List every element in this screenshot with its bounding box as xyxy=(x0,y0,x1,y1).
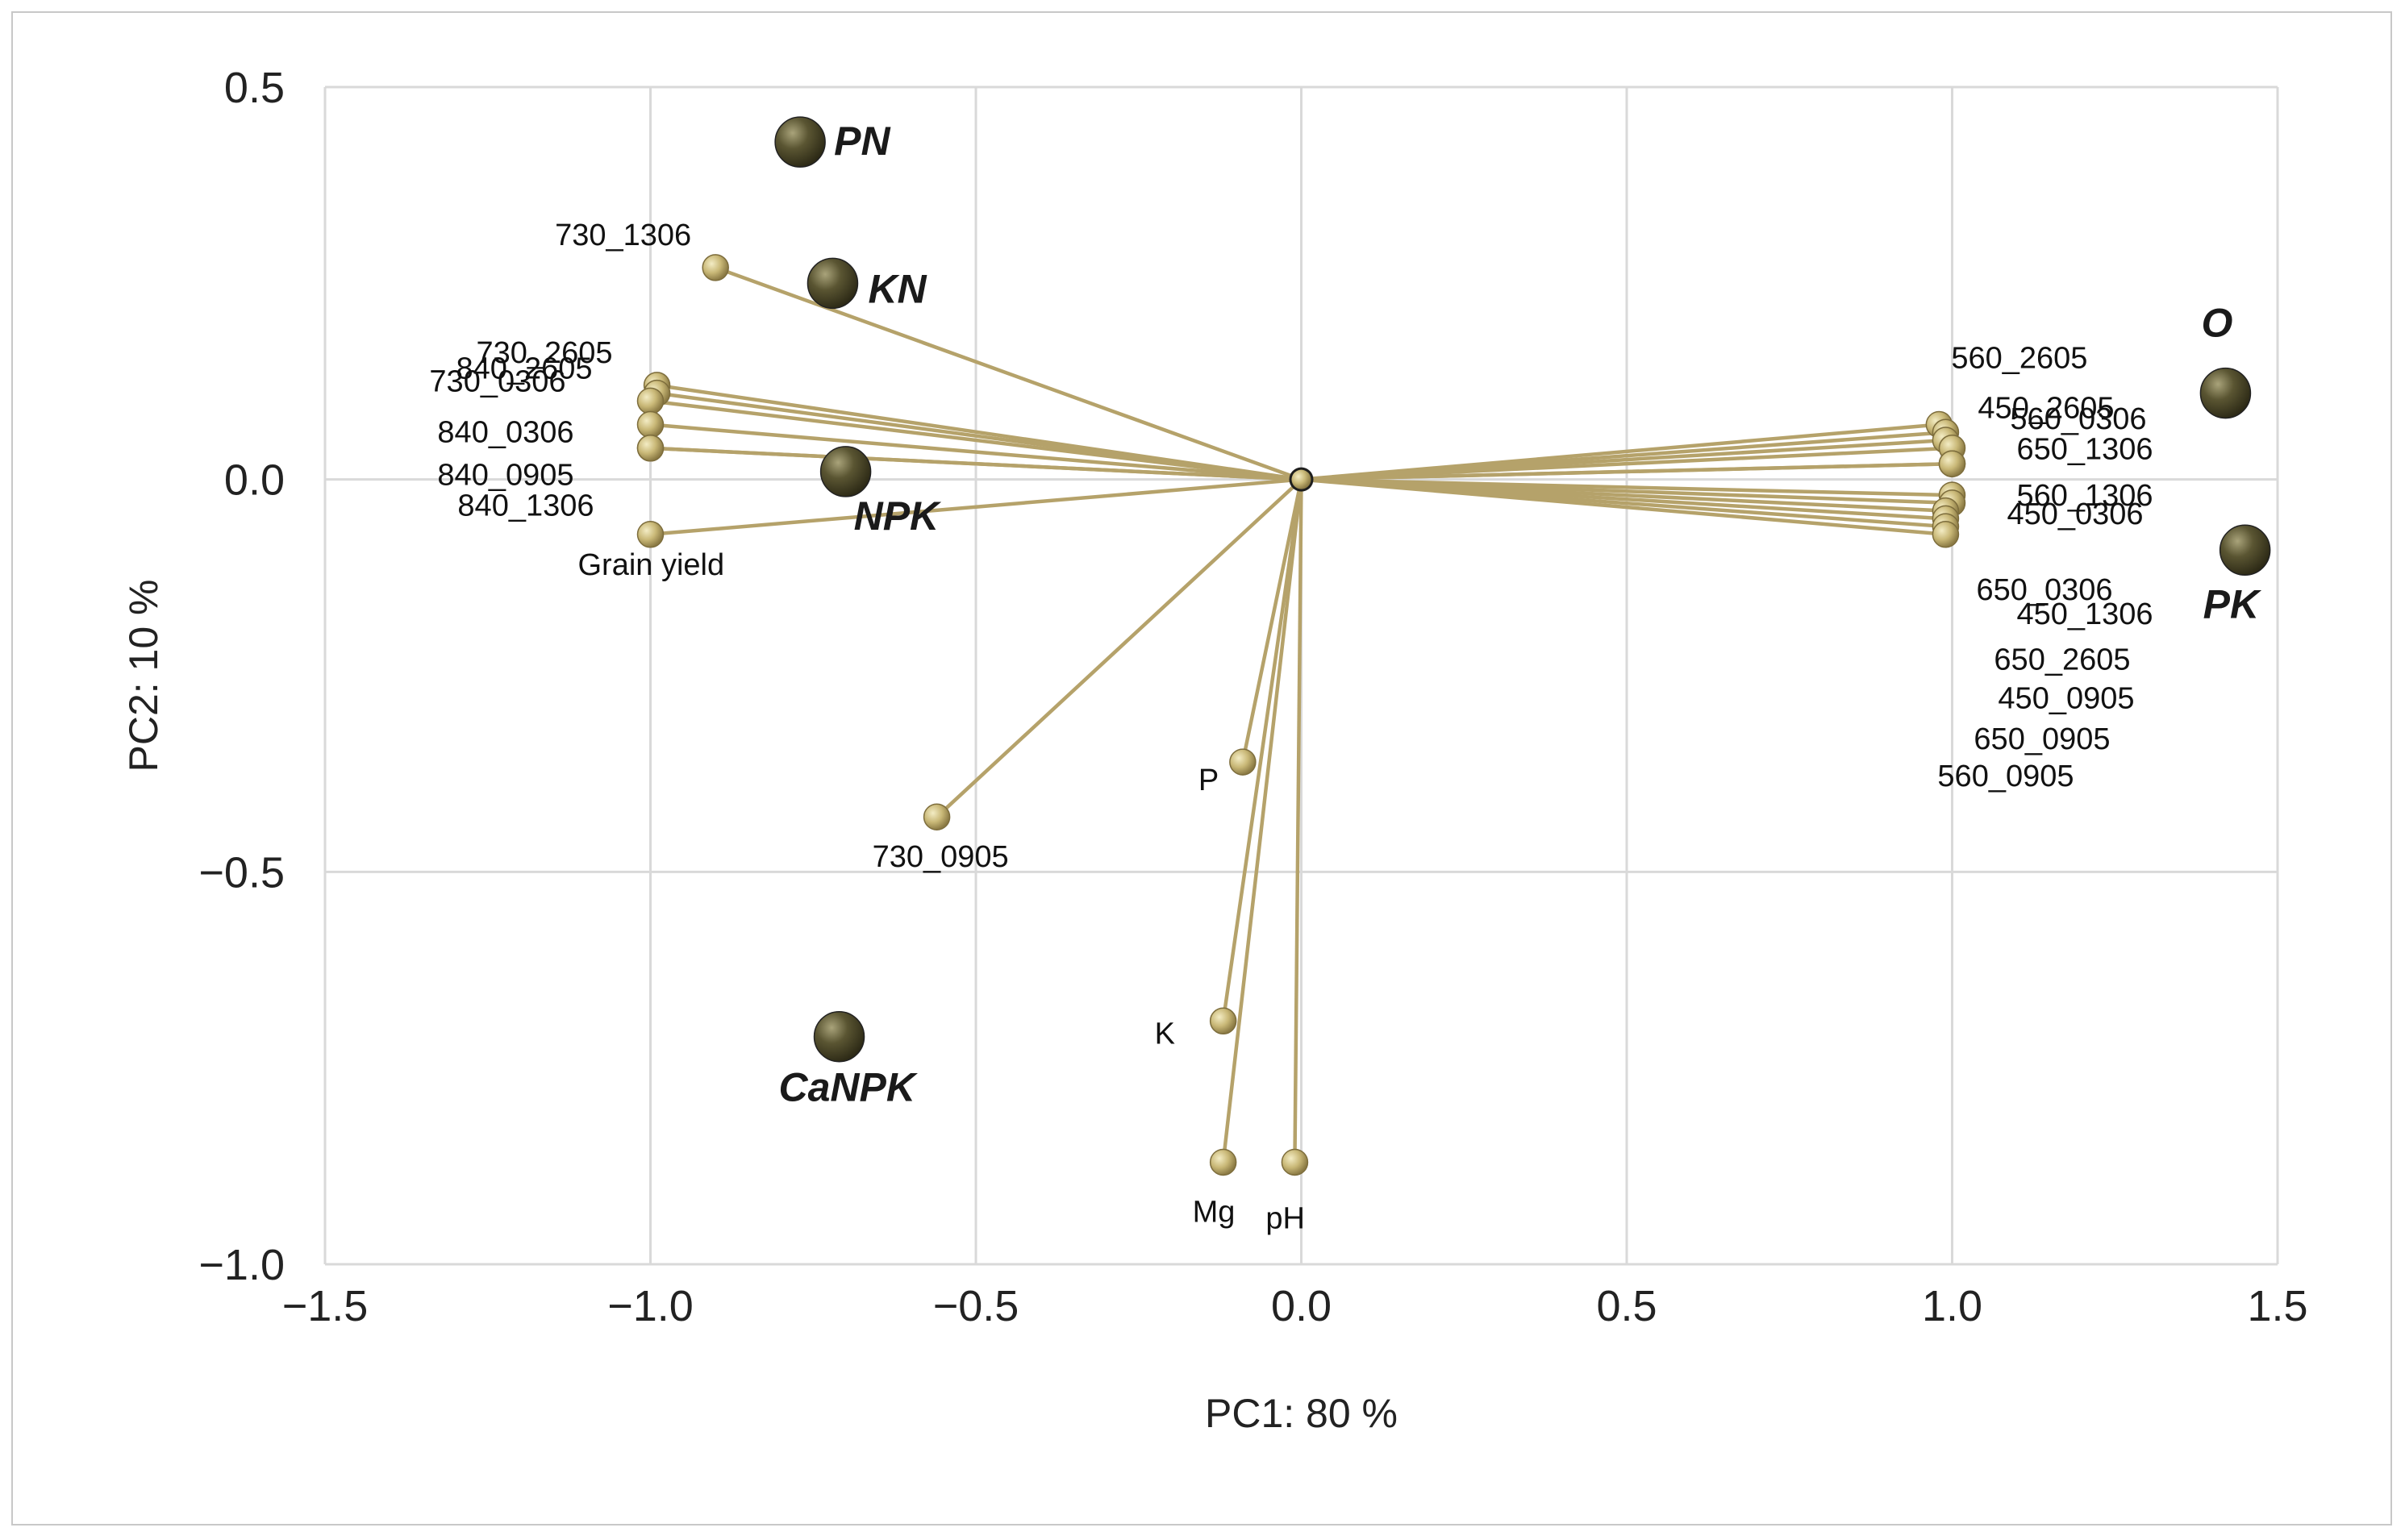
x-axis-label: PC1: 80 % xyxy=(1205,1391,1398,1436)
loading-label: 450_0306 xyxy=(2007,497,2144,531)
grid xyxy=(323,85,2279,1266)
score-label: KN xyxy=(868,266,927,311)
loading-label: 650_1306 xyxy=(2017,433,2153,467)
loading-vector xyxy=(1221,479,1303,1163)
loading-vector xyxy=(650,477,1302,537)
score-label: PN xyxy=(834,119,890,164)
loading-label: 840_2605 xyxy=(456,352,592,386)
loading-point xyxy=(1938,450,1966,477)
loading-label: 450_1306 xyxy=(2017,597,2153,631)
loading-vector xyxy=(650,399,1302,481)
score-point xyxy=(807,257,859,310)
loading-label: 840_0905 xyxy=(437,459,573,493)
loading-vector xyxy=(1221,479,1303,1022)
loading-label: 730_0306 xyxy=(429,364,565,398)
loading-vector xyxy=(650,446,1302,481)
loading-point xyxy=(636,387,665,415)
y-tick-label: 0.0 xyxy=(224,456,285,505)
score-point xyxy=(819,446,872,497)
score-point xyxy=(2199,367,2252,419)
loading-point xyxy=(1209,1007,1237,1035)
x-tick-label: 1.0 xyxy=(1922,1282,1982,1330)
chart-frame xyxy=(11,11,2392,1525)
loading-label: 730_0905 xyxy=(873,840,1009,874)
loading-label: 730_2605 xyxy=(476,336,612,370)
loading-label: pH xyxy=(1265,1201,1305,1235)
loading-vector xyxy=(936,478,1303,818)
loading-label: 560_0905 xyxy=(1937,760,2074,793)
tick-labels: −1.5 −1.0 −0.5 0.0 0.5 1.0 1.50.50.0−0.5−1.0 xyxy=(198,64,2307,1330)
loading-label: 450_2605 xyxy=(1978,391,2114,425)
loading-vector xyxy=(1240,479,1303,763)
loading-vector xyxy=(1301,477,1946,537)
loading-point xyxy=(636,434,665,462)
y-tick-label: −1.0 xyxy=(198,1241,285,1289)
loading-label: 840_0306 xyxy=(437,416,573,450)
loading-vector xyxy=(650,422,1302,481)
loading-point xyxy=(1932,521,1960,548)
score-label: PK xyxy=(2203,581,2262,626)
x-tick-label: −1.0 xyxy=(607,1282,694,1330)
loading-vectors xyxy=(650,265,1953,1163)
loading-label: 650_0306 xyxy=(1977,573,2113,607)
points xyxy=(636,116,2271,1176)
x-tick-label: 1.5 xyxy=(2247,1282,2307,1330)
loading-label: 650_2605 xyxy=(1994,643,2130,677)
loading-vector xyxy=(715,265,1303,481)
loading-label: 730_1306 xyxy=(555,219,691,252)
loading-label: 560_2605 xyxy=(1951,342,2087,376)
loading-label: 450_0905 xyxy=(1998,681,2134,715)
y-tick-label: −0.5 xyxy=(198,848,285,897)
score-point xyxy=(774,116,826,168)
loading-label: K xyxy=(1155,1017,1175,1051)
loading-vector xyxy=(1301,461,1953,481)
origin-point-highlight xyxy=(1291,469,1311,489)
loading-point xyxy=(923,803,951,830)
loading-point xyxy=(1281,1148,1309,1176)
x-tick-label: 0.5 xyxy=(1596,1282,1657,1330)
score-label: CaNPK xyxy=(779,1065,919,1110)
loading-vector xyxy=(1301,446,1953,481)
score-label: O xyxy=(2201,301,2232,346)
score-point xyxy=(2219,524,2271,576)
score-point xyxy=(813,1010,865,1063)
loading-label: P xyxy=(1198,764,1219,797)
y-axis-label: PC2: 10 % xyxy=(121,579,166,772)
y-tick-label: 0.5 xyxy=(224,64,285,112)
loading-point xyxy=(1209,1148,1237,1176)
loading-point xyxy=(636,521,665,548)
loading-vector xyxy=(1293,479,1303,1163)
loading-point xyxy=(702,254,729,281)
loading-label: Mg xyxy=(1193,1195,1236,1229)
score-label: NPK xyxy=(854,493,942,539)
x-tick-label: −0.5 xyxy=(933,1282,1019,1330)
loading-label: 560_0306 xyxy=(2010,402,2146,436)
x-tick-label: 0.0 xyxy=(1271,1282,1332,1330)
loading-label: 650_0905 xyxy=(1974,722,2110,756)
loading-label: 840_1306 xyxy=(457,489,594,523)
loading-point xyxy=(636,410,665,439)
loading-label: 560_1306 xyxy=(2017,479,2153,513)
loading-label: Grain yield xyxy=(578,548,725,582)
loading-point xyxy=(1229,748,1257,776)
x-tick-label: −1.5 xyxy=(282,1282,369,1330)
